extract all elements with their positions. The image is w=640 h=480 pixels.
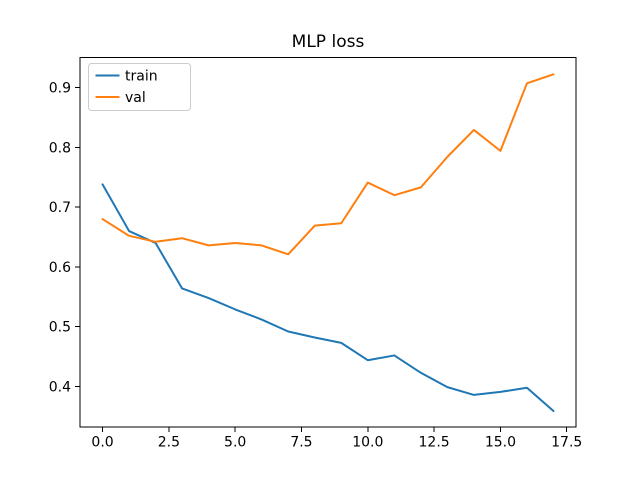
x-tick-label: 7.5 <box>290 435 312 451</box>
axes-frame <box>79 57 577 428</box>
plot-area: 0.0 2.5 5.0 7.5 10.0 12.5 15.0 17.5 0.4 0.5 0.6 0.7… <box>49 57 582 451</box>
y-tick-label: 0.5 <box>49 320 71 336</box>
x-tick-label: 5.0 <box>224 435 246 451</box>
legend: train val <box>88 63 191 111</box>
legend-label-train: train <box>125 69 158 85</box>
x-tick-label: 2.5 <box>158 435 180 451</box>
y-tick-label: 0.6 <box>49 260 71 276</box>
y-tick-label: 0.9 <box>49 81 71 97</box>
y-tick-label: 0.7 <box>49 200 71 216</box>
chart-title: MLP loss <box>292 32 365 52</box>
val-line <box>101 73 555 256</box>
train-line <box>101 183 555 413</box>
x-tick-label: 15.0 <box>485 435 516 451</box>
x-tick-label: 17.5 <box>551 435 582 451</box>
x-tick-label: 10.0 <box>352 435 383 451</box>
x-tick-label: 0.0 <box>91 435 113 451</box>
legend-label-val: val <box>125 90 146 106</box>
x-tick-label: 12.5 <box>419 435 450 451</box>
y-tick-label: 0.8 <box>49 140 71 156</box>
y-tick-label: 0.4 <box>49 380 71 396</box>
